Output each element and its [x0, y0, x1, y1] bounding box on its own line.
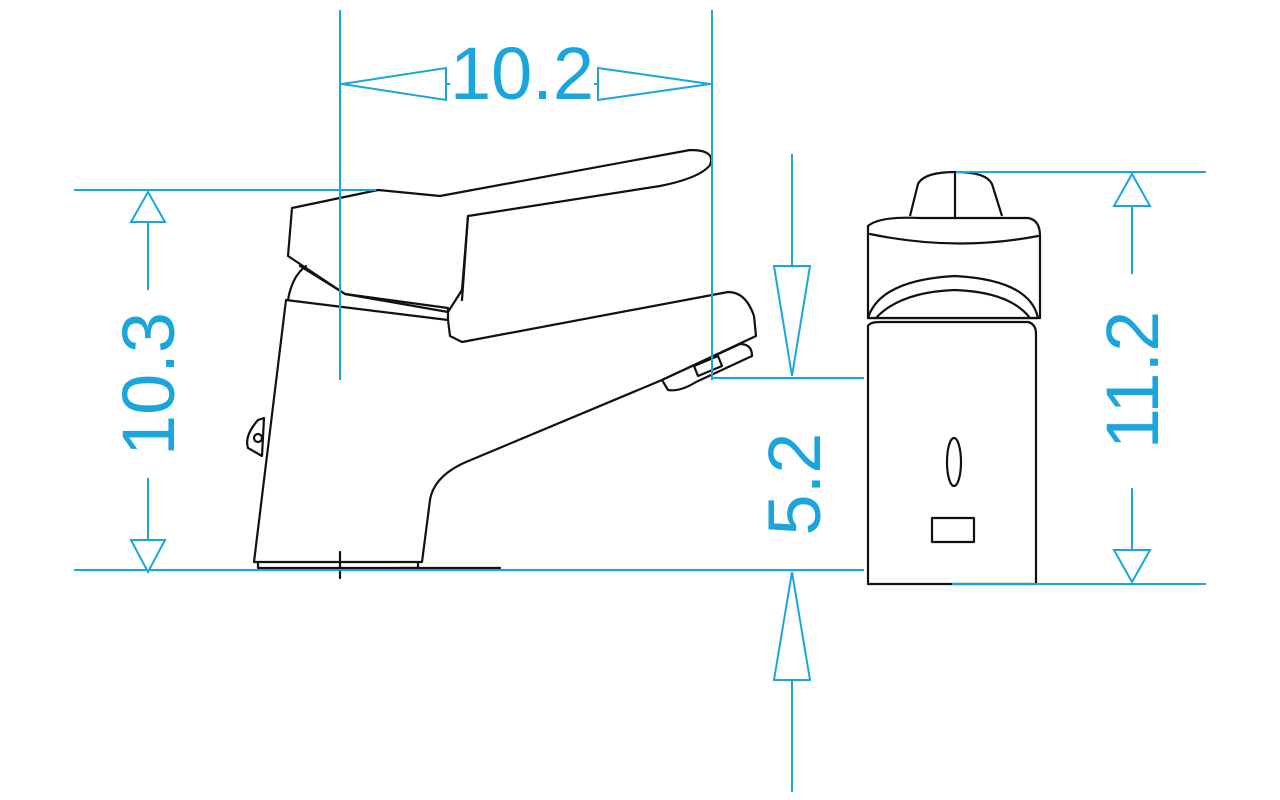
aerator: [660, 342, 754, 392]
collar-dome-inner: [874, 288, 1032, 320]
arrowhead-bottom: [1112, 549, 1152, 585]
faucet-side-view: [246, 148, 758, 580]
arrowhead-right: [597, 66, 711, 102]
dimension-body-height: 10.3: [74, 189, 520, 575]
lever-bottom-edge: [298, 264, 450, 322]
popup-rod-knob: [246, 416, 266, 458]
front-body: [866, 320, 1038, 586]
spout-reach-value: 10.2: [450, 32, 594, 115]
arrowhead-down: [772, 265, 812, 377]
lever-handle: [286, 148, 713, 314]
arrowhead-up: [772, 571, 812, 681]
cartridge-dome: [286, 264, 308, 302]
spout-height-value: 5.2: [753, 433, 836, 536]
faucet-front-view: [866, 170, 1042, 586]
arrowhead-bottom: [129, 539, 167, 575]
arrowhead-left: [341, 66, 447, 102]
arrowhead-top: [129, 189, 167, 223]
dimension-spout-reach: 10.2: [339, 10, 713, 380]
logo-plate: [930, 516, 976, 544]
dimension-overall-height: 11.2: [952, 171, 1206, 585]
aerator-nozzle: [692, 354, 724, 378]
faucet-body: [252, 290, 758, 564]
popup-slot: [945, 436, 963, 488]
lever-handle-edge: [460, 214, 470, 302]
collar-dome: [866, 274, 1040, 320]
overall-height-value: 11.2: [1091, 311, 1174, 450]
arrowhead-top: [1112, 171, 1152, 207]
faucet-base: [256, 560, 420, 570]
dimension-spout-height: 5.2: [520, 154, 864, 792]
body-height-value: 10.3: [107, 312, 190, 456]
handle-head-groove: [868, 232, 1040, 245]
popup-rod-hole: [252, 432, 264, 444]
